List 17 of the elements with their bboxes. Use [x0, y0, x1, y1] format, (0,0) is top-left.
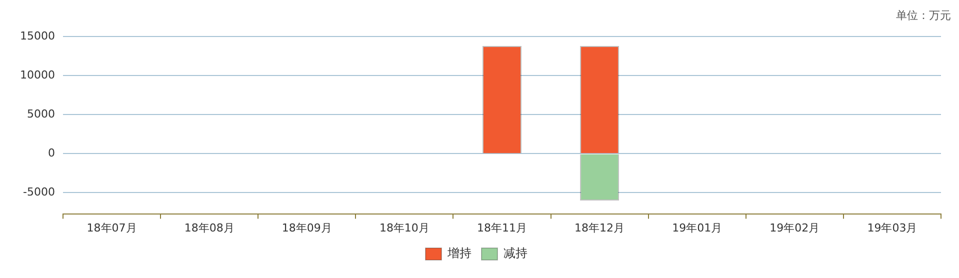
y-tick-label: 10000	[20, 68, 55, 82]
x-tick-label: 18年09月	[282, 221, 332, 234]
y-tick-label: 5000	[26, 108, 55, 121]
x-tick-label: 19年01月	[672, 221, 722, 234]
legend-label: 增持	[446, 246, 472, 260]
legend-label: 减持	[504, 246, 528, 260]
x-tick-label: 18年08月	[184, 221, 234, 234]
x-tick-label: 18年10月	[379, 221, 430, 234]
y-tick-label: 15000	[20, 29, 55, 42]
x-tick-label: 19年02月	[770, 221, 820, 234]
text: 单位：万元	[896, 9, 951, 22]
y-tick-label: 0	[48, 146, 55, 160]
x-tick-label: 18年12月	[574, 221, 625, 234]
x-tick-label: 19年03月	[867, 221, 918, 234]
x-tick-label: 18年07月	[86, 221, 137, 234]
x-tick-label: 18年11月	[476, 221, 527, 234]
y-tick-label: -5000	[23, 186, 55, 199]
